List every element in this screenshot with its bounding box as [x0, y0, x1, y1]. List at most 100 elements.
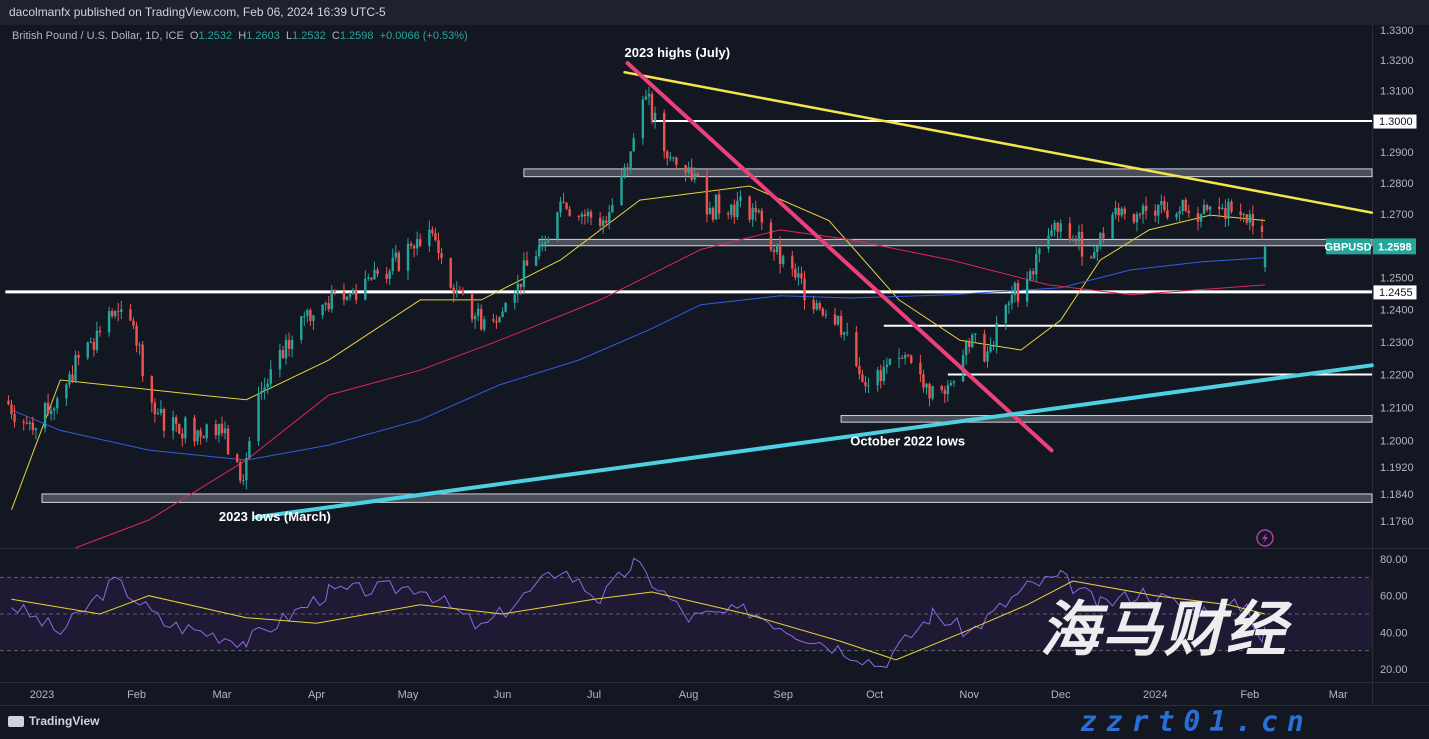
candle-body	[1239, 211, 1242, 216]
candle-body	[220, 423, 224, 434]
candle-body	[43, 402, 47, 429]
rsi-tick-label: 20.00	[1380, 664, 1408, 676]
candle-body	[544, 242, 547, 245]
candle-body	[1248, 214, 1251, 223]
candle-body	[605, 220, 608, 223]
rsi-tick-label: 40.00	[1380, 627, 1408, 639]
candle-body	[1166, 210, 1169, 218]
candle-body	[214, 424, 218, 436]
candle-body	[867, 385, 870, 387]
candle-body	[278, 350, 282, 370]
candle-body	[1111, 214, 1114, 239]
change-value: +0.0066 (+0.53%)	[379, 30, 468, 42]
candle-body	[522, 260, 526, 287]
candle-body	[239, 462, 242, 481]
candle-body	[824, 314, 828, 316]
candle-body	[1068, 223, 1072, 241]
candle-body	[86, 342, 89, 358]
candle-body	[306, 310, 309, 317]
candles	[7, 86, 1267, 490]
candle-body	[879, 370, 882, 381]
candle-body	[900, 357, 904, 359]
candle-body	[836, 316, 840, 325]
price-tick-label: 1.1920	[1380, 462, 1414, 474]
candle-body	[684, 164, 687, 173]
candle-body	[196, 430, 199, 442]
close-value: 1.2598	[339, 30, 374, 42]
tradingview-logo[interactable]: TradingView	[8, 714, 99, 728]
candle-body	[1038, 248, 1041, 255]
candle-body	[586, 211, 590, 217]
candle-body	[791, 256, 794, 269]
time-tick-label: 2024	[1143, 689, 1167, 701]
support-resistance-zone	[840, 415, 1373, 423]
candle-body	[995, 322, 998, 346]
candle-body	[644, 96, 648, 100]
candle-body	[324, 303, 327, 305]
candle-body	[53, 408, 56, 411]
publish-info: dacolmanfx published on TradingView.com,…	[9, 5, 386, 19]
candle-body	[370, 277, 373, 280]
watermark-logo: 海马财经	[1040, 595, 1288, 665]
price-tick-label: 1.2700	[1380, 209, 1414, 221]
candle-body	[940, 385, 943, 391]
candle-body	[778, 244, 782, 265]
candle-body	[519, 283, 523, 287]
time-tick-label: Apr	[308, 689, 325, 701]
candle-body	[406, 243, 410, 271]
candle-body	[547, 239, 550, 243]
candle-body	[727, 213, 730, 215]
candle-body	[897, 357, 901, 359]
candle-body	[483, 319, 486, 330]
candle-body	[419, 239, 422, 246]
candle-body	[440, 253, 443, 259]
candle-body	[287, 339, 291, 349]
candle-body	[1114, 207, 1117, 215]
candle-body	[928, 383, 931, 399]
candle-body	[736, 200, 739, 218]
rsi-tick-label: 60.00	[1380, 591, 1408, 603]
price-tick-label: 1.2300	[1380, 337, 1414, 349]
candle-body	[473, 316, 477, 320]
candle-body	[409, 243, 413, 246]
symbol-tag	[1326, 238, 1371, 255]
support-resistance-zone	[41, 493, 1373, 503]
candle-body	[946, 385, 950, 395]
candle-body	[1224, 207, 1227, 219]
candle-body	[1181, 199, 1184, 212]
candle-body	[175, 417, 178, 424]
candle-body	[1227, 201, 1230, 219]
candle-body	[199, 430, 202, 437]
candle-body	[781, 256, 785, 265]
candle-body	[537, 245, 541, 256]
candle-body	[1077, 231, 1081, 242]
chart-annotation: 2023 highs (July)	[625, 45, 730, 60]
candle-body	[455, 290, 458, 294]
candle-body	[714, 194, 718, 220]
candle-body	[1007, 303, 1011, 306]
footer: TradingView	[0, 706, 1429, 739]
candle-body	[1032, 271, 1035, 275]
price-tick-label: 1.1760	[1380, 516, 1414, 528]
candle-body	[516, 283, 519, 295]
candle-body	[1160, 201, 1163, 205]
candle-body	[733, 204, 736, 218]
time-tick-label: May	[398, 689, 419, 701]
candle-body	[159, 408, 163, 413]
candle-body	[1053, 222, 1056, 230]
level-price-label: 1.2455	[1379, 287, 1413, 299]
candle-body	[434, 233, 437, 241]
support-resistance-zone	[523, 168, 1373, 178]
candle-body	[153, 402, 157, 414]
lightning-icon	[1256, 529, 1274, 547]
chart-annotation: 2023 lows (March)	[219, 509, 331, 524]
candle-body	[1245, 214, 1248, 223]
price-tick-label: 1.2200	[1380, 369, 1414, 381]
time-tick-label: Oct	[866, 689, 883, 701]
candle-body	[1096, 246, 1099, 253]
candle-body	[202, 436, 205, 439]
candle-body	[333, 290, 336, 292]
candle-body	[705, 176, 709, 215]
candle-body	[181, 433, 184, 439]
